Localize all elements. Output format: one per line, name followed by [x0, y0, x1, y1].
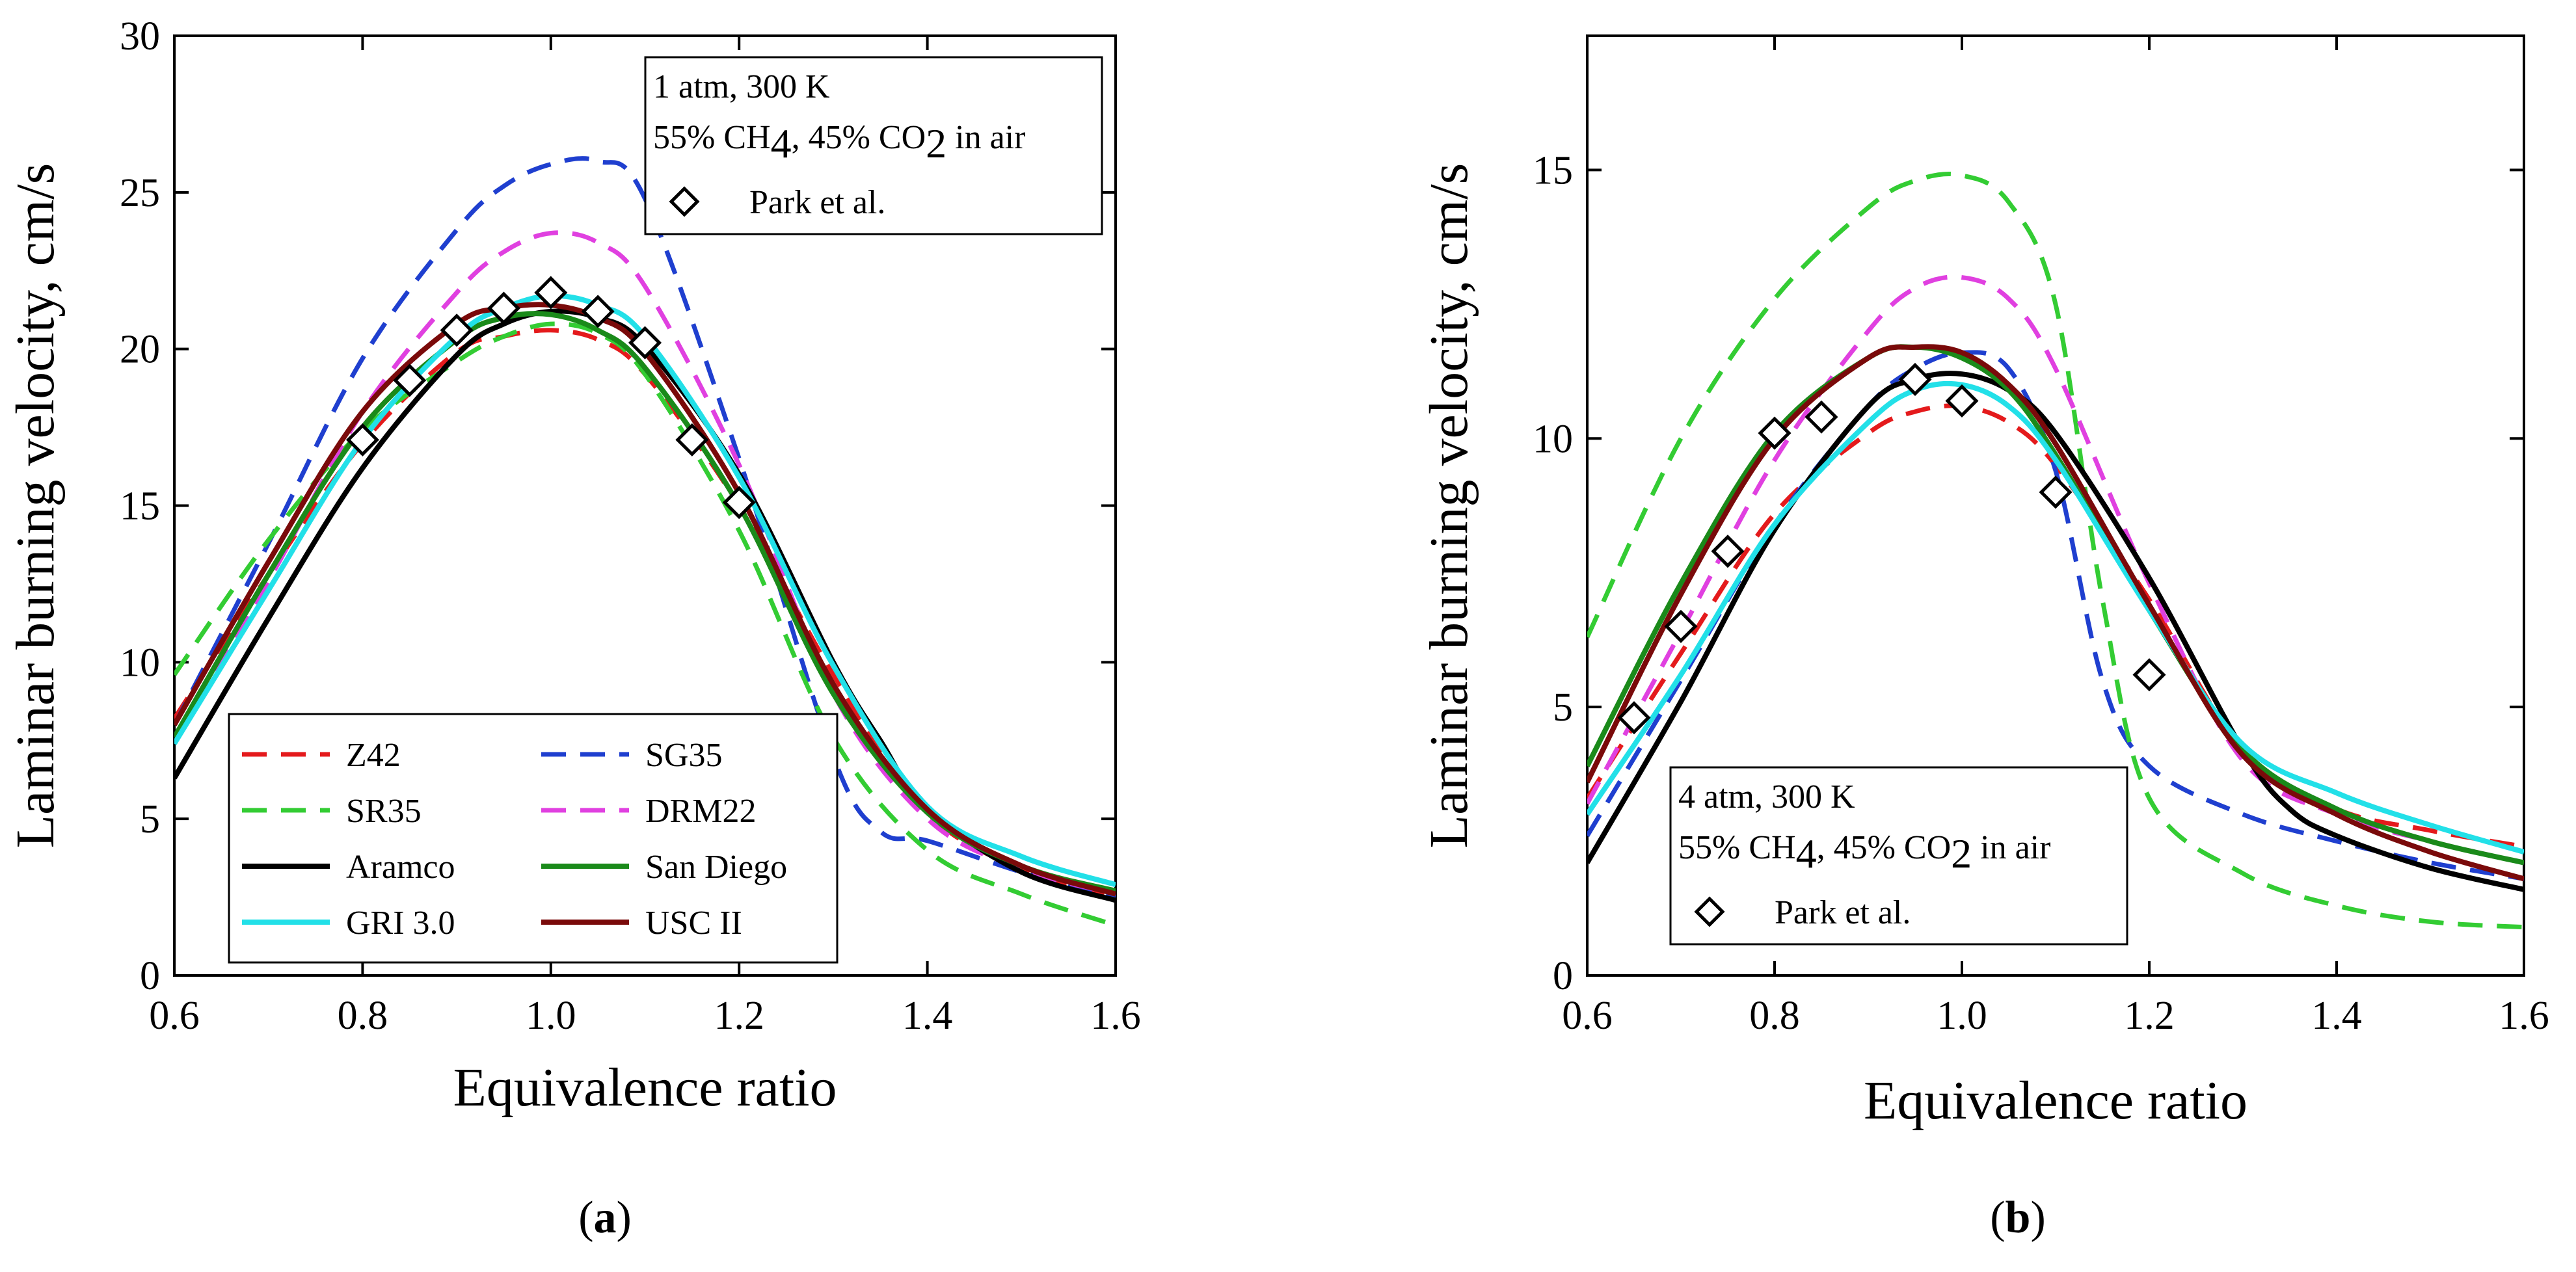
panel-b-annotation-marker-label: Park et al. — [1775, 894, 1911, 931]
panel-b-y-tick-label: 15 — [1533, 148, 1573, 192]
panel-a-series-group — [174, 156, 1116, 928]
panel-b-caption-open: ( — [1990, 1193, 2005, 1243]
panel-b-series-line-gri-3-0 — [1587, 380, 2524, 855]
panel-b-series-line-usc-ii — [1587, 344, 2524, 882]
panel-b-annotation-mixture-part: in air — [1972, 829, 2050, 866]
panel-b-x-tick-label: 1.0 — [1937, 994, 1987, 1038]
panel-b-y-axis-title: Laminar burning velocity, cm/s — [1419, 163, 1479, 849]
panel-a-legend-marker-park — [669, 186, 700, 217]
panel-a-panel-caption: (a) — [578, 1193, 632, 1243]
panel-b-plot-frame — [1586, 34, 2525, 977]
panel-b-data-point-park — [1945, 384, 1979, 418]
chart-panel-b: 0.6 0.8 1.0 1.2 1.4 1.6 0 5 10 15 4 atm, 300 K 55% … — [1419, 34, 2549, 1243]
panel-a-annotation-mixture-part: , 45% CO — [792, 119, 926, 156]
panel-a-caption-close: ) — [617, 1193, 632, 1243]
panel-a-y-tick-label: 5 — [140, 797, 160, 841]
panel-a-legend-label-sg35: SG35 — [645, 737, 722, 774]
panel-a-y-tick-label: 10 — [120, 641, 160, 685]
panel-a-series-line-sg35 — [174, 156, 1116, 899]
panel-a-x-tick-label: 0.6 — [149, 994, 200, 1038]
panel-a-x-tick-label: 1.4 — [902, 994, 953, 1038]
panel-a-y-tick-label: 15 — [120, 484, 160, 529]
panel-a-caption-letter: a — [594, 1193, 617, 1243]
panel-a-data-point-park — [440, 313, 474, 347]
panel-b-legend-marker-park — [1694, 896, 1725, 927]
chart-panel-a: 0.6 0.8 1.0 1.2 1.4 1.6 0 5 10 15 20 25 30 1 atm, 300… — [5, 14, 1141, 1243]
panel-a-y-axis-title: Laminar burning velocity, cm/s — [5, 163, 66, 849]
panel-b-caption-letter: b — [2006, 1193, 2031, 1243]
panel-b-data-point-park — [2132, 658, 2166, 692]
panel-a-y-tick-label: 0 — [140, 954, 160, 998]
panel-b-series-line-sr35 — [1587, 172, 2524, 930]
panel-a-data-point-park — [534, 276, 568, 310]
panel-a-annotation-mixture-part: 4 — [771, 120, 792, 166]
panel-b-y-tick-label: 10 — [1533, 417, 1573, 461]
panel-b-series-group — [1587, 172, 2524, 930]
panel-a-y-tick-label: 25 — [120, 171, 160, 215]
panel-a-legend-label-drm22: DRM22 — [645, 793, 756, 830]
panel-a-data-point-park — [628, 326, 662, 360]
panel-a-y-tick-label: 30 — [120, 14, 160, 59]
panel-b-series-line-aramco — [1587, 371, 2524, 892]
panel-b-annotation-mixture-part: 4 — [1796, 830, 1817, 877]
panel-a-data-point-park — [722, 486, 756, 520]
panel-a-legend-label-aramco: Aramco — [346, 849, 455, 886]
panel-a-caption-open: ( — [578, 1193, 593, 1243]
panel-a-data-point-park — [487, 291, 520, 325]
panel-a-legend-label-gri-3-0: GRI 3.0 — [346, 905, 455, 942]
panel-a-legend-label-sr35: SR35 — [346, 793, 422, 830]
panel-b-annotation-mixture-part: 55% CH — [1678, 829, 1796, 866]
panel-a-series-line-usc-ii — [174, 302, 1116, 897]
panel-b-x-tick-label: 1.6 — [2499, 994, 2549, 1038]
panel-a-annotation-condition: 1 atm, 300 K — [653, 68, 830, 105]
panel-b-x-tick-label: 1.4 — [2311, 994, 2362, 1038]
panel-b-data-point-park — [1898, 362, 1932, 396]
panel-a-data-point-park — [581, 295, 615, 328]
panel-a-legend-label-z42: Z42 — [346, 737, 401, 774]
panel-b-annotation-condition: 4 atm, 300 K — [1678, 778, 1855, 815]
panel-b-caption-close: ) — [2030, 1193, 2045, 1243]
panel-a-annotation-mixture-part: 2 — [926, 120, 946, 166]
panel-a-x-tick-label: 1.6 — [1090, 994, 1141, 1038]
panel-a-annotation-marker-label: Park et al. — [749, 184, 885, 221]
panel-b-data-point-park — [2039, 475, 2073, 509]
panel-b-data-point-park — [1805, 400, 1838, 434]
panel-a-legend-box — [228, 713, 839, 964]
panel-b-panel-caption: (b) — [1990, 1193, 2046, 1243]
panel-a-legend-label-usc-ii: USC II — [645, 905, 742, 942]
panel-b-y-tick-label: 0 — [1553, 954, 1573, 998]
panel-b-annotation-mixture-part: 2 — [1951, 830, 1972, 877]
panel-a-data-point-park — [675, 423, 709, 457]
panel-b-data-point-park — [1758, 416, 1791, 450]
panel-a-x-tick-label: 0.8 — [338, 994, 388, 1038]
panel-b-data-point-park — [1711, 535, 1745, 568]
panel-b-annotation-mixture: 55% CH4, 45% CO2 in air — [1678, 829, 2050, 877]
panel-a-annotation-mixture-part: in air — [946, 119, 1025, 156]
panel-a-data-point-park — [393, 364, 427, 397]
panel-b-series-line-san-diego — [1587, 344, 2524, 866]
panel-b-annotation-box — [1669, 766, 2128, 946]
panel-a-x-tick-label: 1.0 — [526, 994, 576, 1038]
panel-b-annotation-mixture-part: , 45% CO — [1817, 829, 1952, 866]
panel-a-x-axis-title: Equivalence ratio — [453, 1057, 837, 1118]
panel-b-x-tick-label: 0.8 — [1749, 994, 1800, 1038]
panel-a-annotation-box — [644, 56, 1103, 235]
panel-a-annotation-mixture: 55% CH4, 45% CO2 in air — [653, 119, 1025, 166]
panel-a-series-line-drm22 — [174, 230, 1116, 897]
panel-b-x-tick-label: 1.2 — [2124, 994, 2175, 1038]
panel-a-x-tick-label: 1.2 — [714, 994, 764, 1038]
panel-b-series-line-z42 — [1587, 403, 2524, 849]
panel-b-y-tick-label: 5 — [1553, 685, 1573, 730]
panel-a-data-point-park — [345, 423, 379, 457]
panel-a-legend-label-san-diego: San Diego — [645, 849, 787, 886]
panel-b-data-point-park — [1617, 701, 1651, 735]
panel-b-data-point-park — [1664, 609, 1698, 643]
panel-a-annotation-mixture-part: 55% CH — [653, 119, 771, 156]
panel-b-x-tick-label: 0.6 — [1562, 994, 1613, 1038]
panel-a-y-tick-label: 20 — [120, 328, 160, 372]
panel-b-x-axis-title: Equivalence ratio — [1864, 1070, 2247, 1131]
